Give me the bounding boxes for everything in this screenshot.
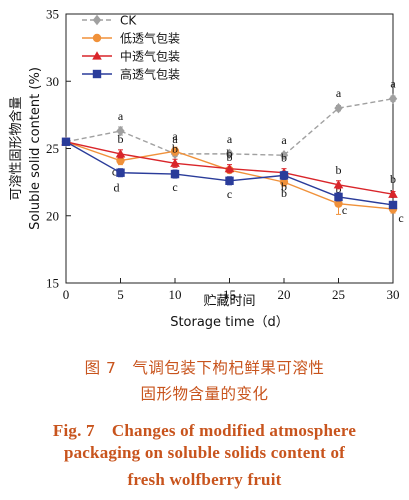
caption-en-line3: fresh wolfberry fruit xyxy=(127,470,282,489)
data-point xyxy=(225,148,234,160)
data-point xyxy=(116,125,125,137)
x-tick-label: 20 xyxy=(278,287,291,302)
data-point xyxy=(116,156,125,165)
data-point xyxy=(116,168,125,177)
significance-label: a xyxy=(281,133,287,147)
x-tick-label: 10 xyxy=(169,287,182,302)
significance-label: b xyxy=(390,172,396,186)
significance-label: a xyxy=(336,86,342,100)
significance-label: c xyxy=(112,165,117,179)
data-point xyxy=(333,180,344,189)
caption-cn-line1: 图 7 气调包装下枸杞鲜果可溶性 xyxy=(84,359,325,377)
data-point xyxy=(279,171,289,180)
x-tick-label: 0 xyxy=(63,287,70,302)
y-tick-label: 30 xyxy=(46,74,59,89)
y-tick-label: 15 xyxy=(46,276,59,291)
caption-en-line1: Fig. 7 Changes of modified atmosphere xyxy=(52,421,357,440)
significance-label: b xyxy=(336,163,342,177)
significance-label: b xyxy=(118,132,124,146)
x-tick-label: 15 xyxy=(223,287,236,302)
legend-label: CK xyxy=(120,14,137,28)
data-point xyxy=(170,158,180,167)
data-point xyxy=(334,199,343,208)
y-tick-label: 20 xyxy=(46,208,59,223)
significance-label: d xyxy=(114,181,120,195)
legend-label: 高透气包装 xyxy=(120,67,180,82)
significance-label: a xyxy=(227,132,233,146)
significance-label: b xyxy=(227,150,233,164)
significance-label: a xyxy=(172,132,178,146)
legend-label: 中透气包装 xyxy=(120,49,180,64)
data-point xyxy=(388,200,398,210)
y-tick-label: 25 xyxy=(46,141,59,156)
chart: 0 5 10 15 20 25 30 15 20 25 30 35 贮藏时间 Storage time（d… xyxy=(8,7,404,331)
legend-marker xyxy=(92,51,102,60)
significance-label: a xyxy=(390,77,396,91)
data-point xyxy=(334,102,343,114)
significance-label: b xyxy=(281,151,287,165)
data-point xyxy=(170,146,180,156)
y-tick-label: 35 xyxy=(46,7,59,22)
legend-marker xyxy=(92,14,102,26)
caption-cn-line2: 固形物含量的变化 xyxy=(140,385,269,403)
y-axis-title-en: Soluble solid content (%) xyxy=(28,67,43,230)
data-point xyxy=(388,189,398,198)
data-point xyxy=(334,192,343,202)
x-tick-label: 30 xyxy=(387,287,400,302)
data-point xyxy=(279,177,289,187)
x-axis-title-cn: 贮藏时间 xyxy=(203,294,255,309)
data-point xyxy=(61,137,71,146)
significance-label: b xyxy=(172,141,178,155)
legend-label: 低透气包装 xyxy=(120,31,180,46)
data-point xyxy=(115,149,126,158)
x-axis-title-en: Storage time（d） xyxy=(170,315,289,330)
data-point xyxy=(388,93,398,104)
significance-label: c xyxy=(398,211,403,225)
data-point xyxy=(170,169,180,179)
significance-label: a xyxy=(172,129,178,143)
caption-en-line2: packaging on soluble solids content of xyxy=(63,443,346,462)
significance-label: b xyxy=(227,147,233,161)
legend-marker xyxy=(92,69,102,79)
data-point xyxy=(279,150,289,161)
significance-label: c xyxy=(342,203,347,217)
significance-label: a xyxy=(118,109,124,123)
significance-label: b xyxy=(281,186,287,200)
data-point xyxy=(225,176,234,185)
significance-label: c xyxy=(227,187,232,201)
data-point xyxy=(224,163,235,173)
legend-marker xyxy=(92,33,102,43)
y-axis-title-cn: 可溶性固形物含量 xyxy=(8,96,24,200)
significance-label: b xyxy=(281,179,287,193)
x-tick-label: 5 xyxy=(117,287,124,302)
significance-label: c xyxy=(172,180,177,194)
x-tick-label: 25 xyxy=(332,287,345,302)
